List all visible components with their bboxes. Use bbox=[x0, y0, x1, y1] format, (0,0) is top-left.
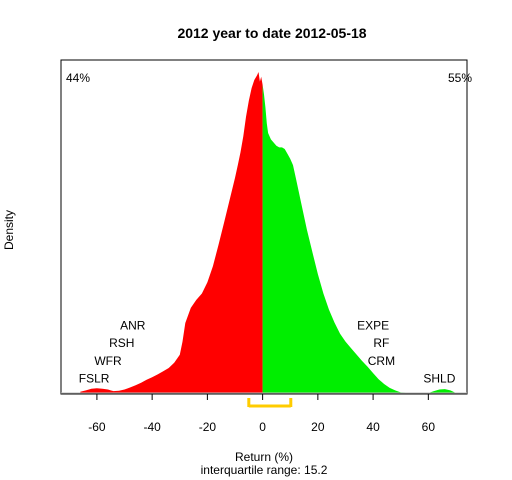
chart-title: 2012 year to date 2012-05-18 bbox=[177, 25, 366, 41]
ticker-label-rsh: RSH bbox=[109, 336, 134, 350]
ticker-label-rf: RF bbox=[373, 336, 389, 350]
positive-returns-area bbox=[262, 84, 456, 394]
ticker-label-expe: EXPE bbox=[357, 319, 389, 333]
x-tick-label: -20 bbox=[199, 420, 217, 434]
plot-frame bbox=[60, 59, 468, 395]
pct-positive-label: 55% bbox=[448, 71, 472, 85]
iqr-bracket bbox=[247, 398, 293, 408]
x-tick-label: -40 bbox=[143, 420, 161, 434]
x-axis: -60 -40 -20 0 20 40 60 bbox=[88, 394, 435, 434]
x-tick-label: 0 bbox=[259, 420, 266, 434]
x-tick-label: 60 bbox=[422, 420, 436, 434]
y-axis-label: Density bbox=[2, 210, 16, 250]
ticker-label-fslr: FSLR bbox=[79, 372, 110, 386]
pct-negative-label: 44% bbox=[66, 71, 90, 85]
ticker-label-wfr: WFR bbox=[94, 354, 122, 368]
x-tick-label: -60 bbox=[88, 420, 106, 434]
ticker-label-crm: CRM bbox=[368, 354, 395, 368]
annotation-group: 44% 55% ANR RSH WFR FSLR EXPE RF CRM SHLD bbox=[66, 71, 472, 386]
ticker-label-shld: SHLD bbox=[423, 372, 455, 386]
x-axis-label: Return (%) bbox=[235, 450, 293, 464]
ticker-label-anr: ANR bbox=[120, 319, 146, 333]
iqr-caption: interquartile range: 15.2 bbox=[201, 463, 328, 477]
density-curve-group bbox=[80, 72, 456, 394]
negative-returns-area bbox=[80, 72, 263, 393]
x-tick-label: 40 bbox=[366, 420, 380, 434]
x-tick-label: 20 bbox=[311, 420, 325, 434]
